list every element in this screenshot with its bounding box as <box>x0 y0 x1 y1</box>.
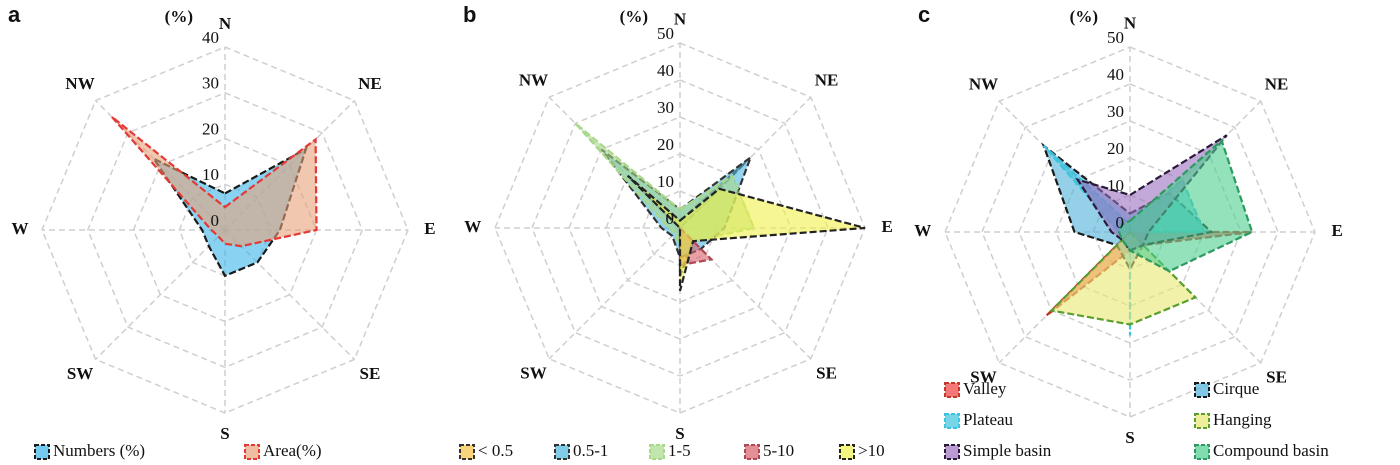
category-label: SE <box>816 363 837 382</box>
legend-label: Valley <box>963 379 1007 398</box>
series-area <box>110 115 318 248</box>
spoke <box>548 227 681 360</box>
legend-label: 0.5-1 <box>573 441 608 460</box>
r-tick-label: 0 <box>211 211 220 230</box>
category-label: E <box>424 219 435 238</box>
r-tick-label: 50 <box>1107 28 1124 47</box>
category-label: SW <box>67 364 93 383</box>
r-tick-label: 20 <box>657 135 674 154</box>
legend-label: >10 <box>858 441 885 460</box>
legend-label: 1-5 <box>668 441 691 460</box>
r-tick-label: 0 <box>1116 213 1125 232</box>
panel-label: a <box>8 2 21 27</box>
r-tick-label: 10 <box>657 172 674 191</box>
panel-label: c <box>918 2 930 27</box>
radar-panel: 0 10 20 30 40 50N NE E SE S SW W NW c (%) Valley Cirque P… <box>914 2 1343 460</box>
category-label: NW <box>65 74 94 93</box>
category-label: SE <box>360 364 381 383</box>
unit-label: (%) <box>165 7 193 26</box>
r-tick-label: 20 <box>1107 139 1124 158</box>
legend-label: Numbers (%) <box>53 441 145 460</box>
legend-label: Plateau <box>963 410 1014 429</box>
r-tick-label: 20 <box>202 119 219 138</box>
legend-label: Area(%) <box>263 441 322 460</box>
category-label: W <box>12 219 29 238</box>
legend-swatch <box>944 382 960 398</box>
category-label: NE <box>815 70 839 89</box>
category-label: S <box>675 424 684 443</box>
legend-label: < 0.5 <box>478 441 513 460</box>
legend-swatch <box>459 444 475 460</box>
category-label: SW <box>970 367 996 386</box>
r-tick-label: 10 <box>202 165 219 184</box>
radar-panel: 0 10 20 30 40N NE E SE S SW W NW a (%) Numbers (%) Area… <box>8 2 436 460</box>
r-tick-label: 30 <box>657 98 674 117</box>
legend-label: Hanging <box>1213 410 1272 429</box>
grid-ring <box>86 91 364 369</box>
legend-swatch <box>944 413 960 429</box>
grid-ring <box>494 42 866 414</box>
category-label: NW <box>519 70 548 89</box>
series-area <box>1117 138 1254 273</box>
category-label: SW <box>520 363 546 382</box>
legend-swatch <box>244 444 260 460</box>
category-label: NE <box>358 74 382 93</box>
r-tick-label: 0 <box>666 209 675 228</box>
spoke <box>95 229 226 360</box>
series-area <box>1049 230 1198 326</box>
legend-swatch <box>34 444 50 460</box>
r-tick-label: 30 <box>202 74 219 93</box>
legend-label: Cirque <box>1213 379 1259 398</box>
category-label: N <box>674 10 687 29</box>
category-label: W <box>464 217 481 236</box>
unit-label: (%) <box>620 7 648 26</box>
category-label: SE <box>1266 367 1287 386</box>
grid-ring <box>944 46 1316 418</box>
panel-label: b <box>463 2 476 27</box>
r-tick-label: 40 <box>1107 65 1124 84</box>
category-label: S <box>220 424 229 443</box>
r-tick-label: 30 <box>1107 102 1124 121</box>
r-tick-label: 50 <box>657 24 674 43</box>
radar-panel: 0 10 20 30 40 50N NE E SE S SW W NW b (%) < 0.5 0.5-1 1-5… <box>459 2 893 460</box>
category-label: E <box>1332 221 1343 240</box>
grid-ring <box>568 116 792 340</box>
legend-swatch <box>1194 382 1210 398</box>
legend-swatch <box>649 444 665 460</box>
r-tick-label: 10 <box>1107 176 1124 195</box>
r-tick-label: 40 <box>657 61 674 80</box>
legend-swatch <box>744 444 760 460</box>
legend-label: Compound basin <box>1213 441 1329 460</box>
category-label: S <box>1125 428 1134 447</box>
category-label: N <box>219 14 232 33</box>
grid-ring <box>981 83 1279 381</box>
category-label: E <box>882 217 893 236</box>
legend-label: Simple basin <box>963 441 1052 460</box>
legend-swatch <box>1194 444 1210 460</box>
series-area <box>626 174 866 292</box>
category-label: NW <box>969 74 998 93</box>
legend-swatch <box>1194 413 1210 429</box>
r-tick-label: 40 <box>202 28 219 47</box>
legend-swatch <box>944 444 960 460</box>
category-label: NE <box>1265 74 1289 93</box>
legend-label: 5-10 <box>763 441 794 460</box>
grid-ring <box>531 79 829 377</box>
series-area <box>1042 144 1206 336</box>
unit-label: (%) <box>1070 7 1098 26</box>
legend-swatch <box>839 444 855 460</box>
category-label: W <box>914 221 931 240</box>
category-label: N <box>1124 14 1137 33</box>
legend-swatch <box>554 444 570 460</box>
